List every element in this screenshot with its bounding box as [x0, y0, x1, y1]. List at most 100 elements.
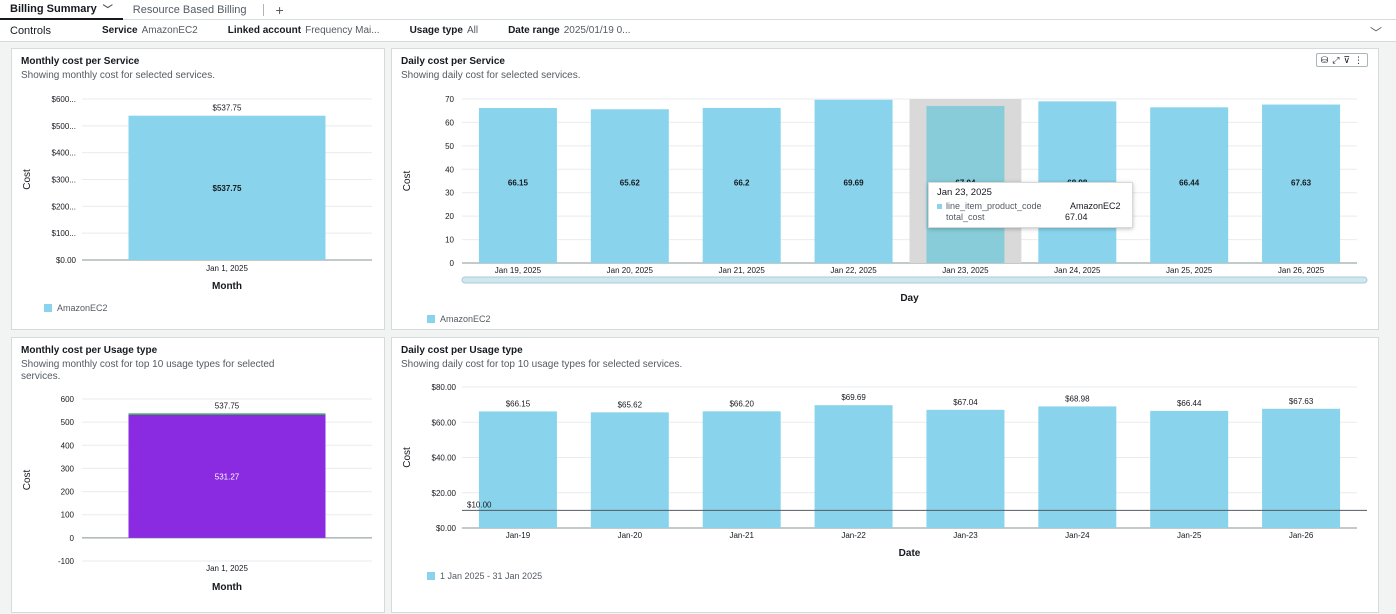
control-value: Frequency Mai...	[305, 25, 380, 36]
data-label: 67.63	[1291, 179, 1312, 188]
x-tick-label: Jan-22	[841, 531, 866, 540]
bar	[1262, 408, 1341, 528]
data-label: $66.44	[1177, 399, 1202, 408]
y-tick-label: $0.00	[436, 524, 457, 533]
chart-legend[interactable]: AmazonEC2	[44, 303, 108, 313]
y-tick-label: $20.00	[432, 489, 457, 498]
x-tick-label: Jan 24, 2025	[1054, 266, 1101, 275]
tooltip-value: 67.04	[1065, 212, 1088, 222]
add-sheet-icon[interactable]: +	[275, 1, 284, 18]
y-tick-label: 400	[61, 441, 75, 450]
chevron-down-icon[interactable]: ﹀	[102, 5, 113, 16]
data-label: 65.62	[620, 179, 641, 188]
x-tick-label: Jan 20, 2025	[607, 266, 654, 275]
more-options-icon[interactable]: ⋮	[1354, 54, 1363, 65]
control-service[interactable]: Service AmazonEC2	[102, 25, 198, 36]
tooltip-row: total_cost 67.04	[937, 212, 1124, 223]
data-label: $68.98	[1065, 394, 1090, 403]
monthly-usage-chart[interactable]: -100 0 100 200 300 400 500 600 Jan 1, 2025 537.75…	[12, 338, 386, 614]
data-label: 66.44	[1179, 179, 1200, 188]
panel-title: Monthly cost per Service	[21, 56, 140, 67]
y-tick-label: $100...	[52, 229, 76, 238]
data-label: 69.69	[844, 179, 865, 188]
bar	[478, 108, 557, 263]
y-tick-label: $500...	[52, 122, 76, 131]
panel-subtitle: Showing daily cost for selected services…	[401, 70, 581, 81]
panel-title: Daily cost per Usage type	[401, 345, 523, 356]
y-tick-label: 500	[61, 418, 75, 427]
filter-icon[interactable]: ⊽	[1343, 54, 1350, 65]
bar	[590, 109, 669, 263]
bar	[1038, 406, 1117, 528]
panel-title: Monthly cost per Usage type	[21, 345, 158, 356]
bar	[1150, 410, 1229, 528]
y-tick-label: 0	[450, 259, 455, 268]
bar	[814, 405, 893, 528]
control-usage-type[interactable]: Usage type All	[410, 25, 478, 36]
data-label: $66.15	[506, 399, 531, 408]
tab-billing-summary[interactable]: Billing Summary ﹀	[0, 0, 123, 20]
bar	[702, 411, 781, 528]
y-tick-label: 200	[61, 488, 75, 497]
data-label: 537.75	[215, 401, 240, 410]
y-axis-title: Cost	[402, 170, 413, 191]
tooltip-row: line_item_product_code AmazonEC2	[937, 201, 1124, 212]
x-tick-label: Jan 19, 2025	[495, 266, 542, 275]
panel-daily-cost-usage: Daily cost per Usage type Showing daily …	[391, 337, 1379, 613]
bar	[926, 409, 1005, 528]
controls-bar: Controls Service AmazonEC2 Linked account…	[0, 20, 1396, 42]
x-axis-title: Date	[899, 548, 921, 559]
control-linked-account[interactable]: Linked account Frequency Mai...	[228, 25, 380, 36]
data-label: 531.27	[215, 472, 240, 481]
subtitle-line: services.	[21, 371, 61, 382]
monthly-service-chart[interactable]: $0.00 $100... $200... $300... $400... $500...…	[12, 49, 386, 331]
subtitle-line: Showing monthly cost for top 10 usage ty…	[21, 359, 275, 370]
y-tick-label: -100	[58, 557, 75, 566]
x-tick-label: Jan 1, 2025	[206, 564, 248, 573]
sheet-tab-bar: Billing Summary ﹀ Resource Based Billing…	[0, 0, 1396, 20]
x-axis-title: Month	[212, 582, 242, 593]
bar-segment	[128, 414, 326, 538]
controls-title[interactable]: Controls	[10, 24, 51, 37]
drill-icon[interactable]: ⛁	[1320, 54, 1329, 65]
x-tick-label: Jan 25, 2025	[1166, 266, 1213, 275]
y-tick-label: 40	[445, 165, 454, 174]
tab-resource-based-billing[interactable]: Resource Based Billing	[123, 0, 257, 20]
x-axis-scrollbar[interactable]	[461, 276, 1368, 284]
legend-swatch	[427, 315, 435, 323]
bar	[128, 115, 326, 260]
y-tick-label: $400...	[52, 149, 76, 158]
y-tick-label: $600...	[52, 95, 76, 104]
x-tick-label: Jan 26, 2025	[1278, 266, 1325, 275]
data-label: 66.2	[734, 179, 750, 188]
collapse-controls-icon[interactable]: ﹀	[1369, 26, 1382, 40]
panel-subtitle: Showing daily cost for top 10 usage type…	[401, 359, 683, 370]
y-tick-label: 50	[445, 142, 454, 151]
tooltip-key: total_cost	[946, 212, 985, 222]
panel-monthly-cost-usage: Monthly cost per Usage type Showing mont…	[11, 337, 385, 613]
bar	[590, 412, 669, 528]
data-label: $65.62	[618, 400, 643, 409]
expand-icon[interactable]: ⤢	[1332, 54, 1340, 65]
y-axis-title: Cost	[22, 169, 33, 190]
legend-swatch	[44, 304, 52, 312]
bar	[478, 411, 557, 528]
chart-legend[interactable]: AmazonEC2	[427, 314, 491, 324]
y-tick-label: 600	[61, 395, 75, 404]
tooltip-title: Jan 23, 2025	[937, 187, 992, 198]
daily-usage-chart[interactable]: $0.00 $20.00 $40.00 $60.00 $80.00 Jan-19 Jan-2…	[392, 338, 1380, 614]
y-axis-title: Cost	[22, 469, 33, 490]
bar	[1262, 104, 1341, 263]
tooltip-key: line_item_product_code	[946, 201, 1042, 211]
y-axis-title: Cost	[402, 447, 413, 468]
y-tick-label: $40.00	[432, 454, 457, 463]
y-tick-label: $80.00	[432, 383, 457, 392]
y-tick-label: 70	[445, 95, 454, 104]
control-label: Service	[102, 25, 138, 36]
y-tick-label: $0.00	[56, 256, 77, 265]
chart-legend[interactable]: 1 Jan 2025 - 31 Jan 2025	[427, 571, 542, 581]
panel-daily-cost-service: Daily cost per Service Showing daily cos…	[391, 48, 1379, 330]
x-tick-label: Jan-26	[1289, 531, 1314, 540]
daily-service-chart[interactable]: 0 10 20 30 40 50 60 70 Jan 19, 2025 Jan 20, 2025 J…	[392, 49, 1380, 331]
control-date-range[interactable]: Date range 2025/01/19 0...	[508, 25, 630, 36]
